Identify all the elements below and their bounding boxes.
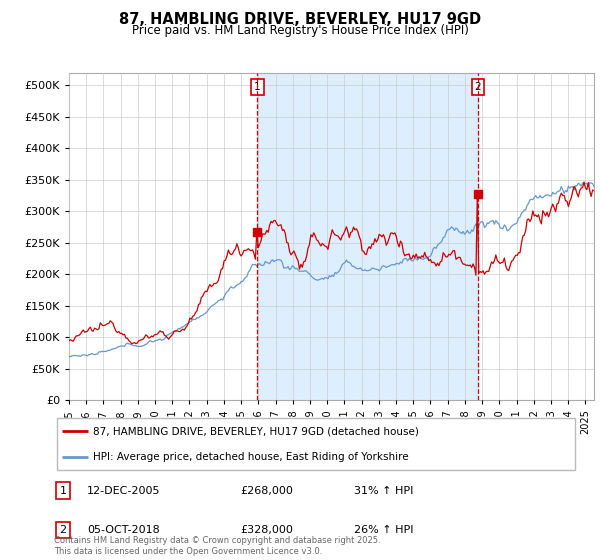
Text: 1: 1	[59, 486, 67, 496]
Text: 26% ↑ HPI: 26% ↑ HPI	[354, 525, 413, 535]
Text: Contains HM Land Registry data © Crown copyright and database right 2025.
This d: Contains HM Land Registry data © Crown c…	[54, 536, 380, 556]
Text: 87, HAMBLING DRIVE, BEVERLEY, HU17 9GD (detached house): 87, HAMBLING DRIVE, BEVERLEY, HU17 9GD (…	[94, 427, 419, 436]
Text: 31% ↑ HPI: 31% ↑ HPI	[354, 486, 413, 496]
Text: 12-DEC-2005: 12-DEC-2005	[87, 486, 161, 496]
Text: HPI: Average price, detached house, East Riding of Yorkshire: HPI: Average price, detached house, East…	[94, 452, 409, 461]
Text: 1: 1	[254, 82, 261, 92]
Text: £328,000: £328,000	[240, 525, 293, 535]
Text: 05-OCT-2018: 05-OCT-2018	[87, 525, 160, 535]
Text: £268,000: £268,000	[240, 486, 293, 496]
Text: 2: 2	[59, 525, 67, 535]
Text: 2: 2	[475, 82, 481, 92]
Bar	[257, 73, 478, 400]
Text: Price paid vs. HM Land Registry's House Price Index (HPI): Price paid vs. HM Land Registry's House …	[131, 24, 469, 36]
Text: 87, HAMBLING DRIVE, BEVERLEY, HU17 9GD: 87, HAMBLING DRIVE, BEVERLEY, HU17 9GD	[119, 12, 481, 27]
FancyBboxPatch shape	[56, 418, 575, 470]
